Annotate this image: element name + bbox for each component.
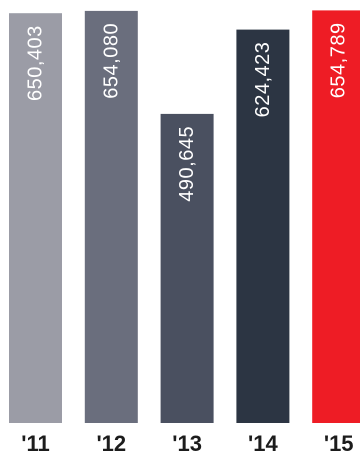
x-tick-label: '12: [96, 431, 126, 456]
bars-group: [9, 10, 360, 424]
bar-value-label: 650,403: [25, 25, 47, 101]
bar-3: [236, 29, 290, 423]
x-tick-label: '14: [248, 431, 278, 456]
bar-value-label: 624,423: [252, 42, 274, 118]
x-tick-label: '13: [172, 431, 202, 456]
bar-value-label: 654,789: [328, 22, 350, 98]
x-tick-label: '11: [21, 431, 50, 456]
x-tick-label: '15: [324, 431, 354, 456]
bar-1: [84, 10, 138, 424]
bar-value-label: 490,645: [176, 126, 198, 202]
bar-value-label: 654,080: [100, 23, 122, 99]
x-axis-tick-labels: '11 '12 '13 '14 '15: [21, 431, 353, 456]
bar-0: [9, 13, 62, 423]
bar-value-labels: 650,403 654,080 490,645 624,423 654,789: [25, 22, 350, 201]
bar-4: [312, 10, 360, 424]
bar-2: [160, 113, 214, 424]
